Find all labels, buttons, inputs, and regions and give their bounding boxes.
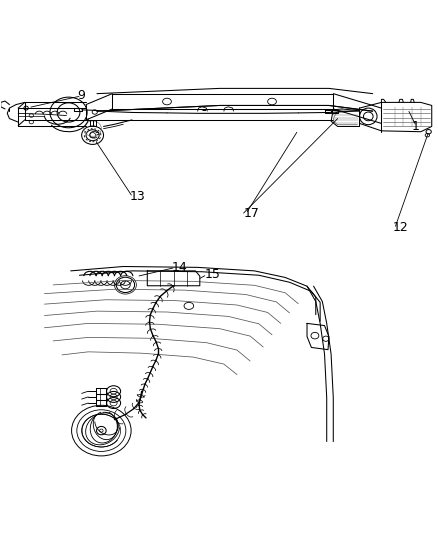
Text: 1: 1 <box>411 120 419 133</box>
Text: 9: 9 <box>77 90 85 102</box>
Text: 17: 17 <box>243 207 259 221</box>
Text: 13: 13 <box>130 190 145 203</box>
Text: 15: 15 <box>204 268 219 281</box>
Text: 14: 14 <box>171 261 187 274</box>
Text: 12: 12 <box>392 222 407 235</box>
